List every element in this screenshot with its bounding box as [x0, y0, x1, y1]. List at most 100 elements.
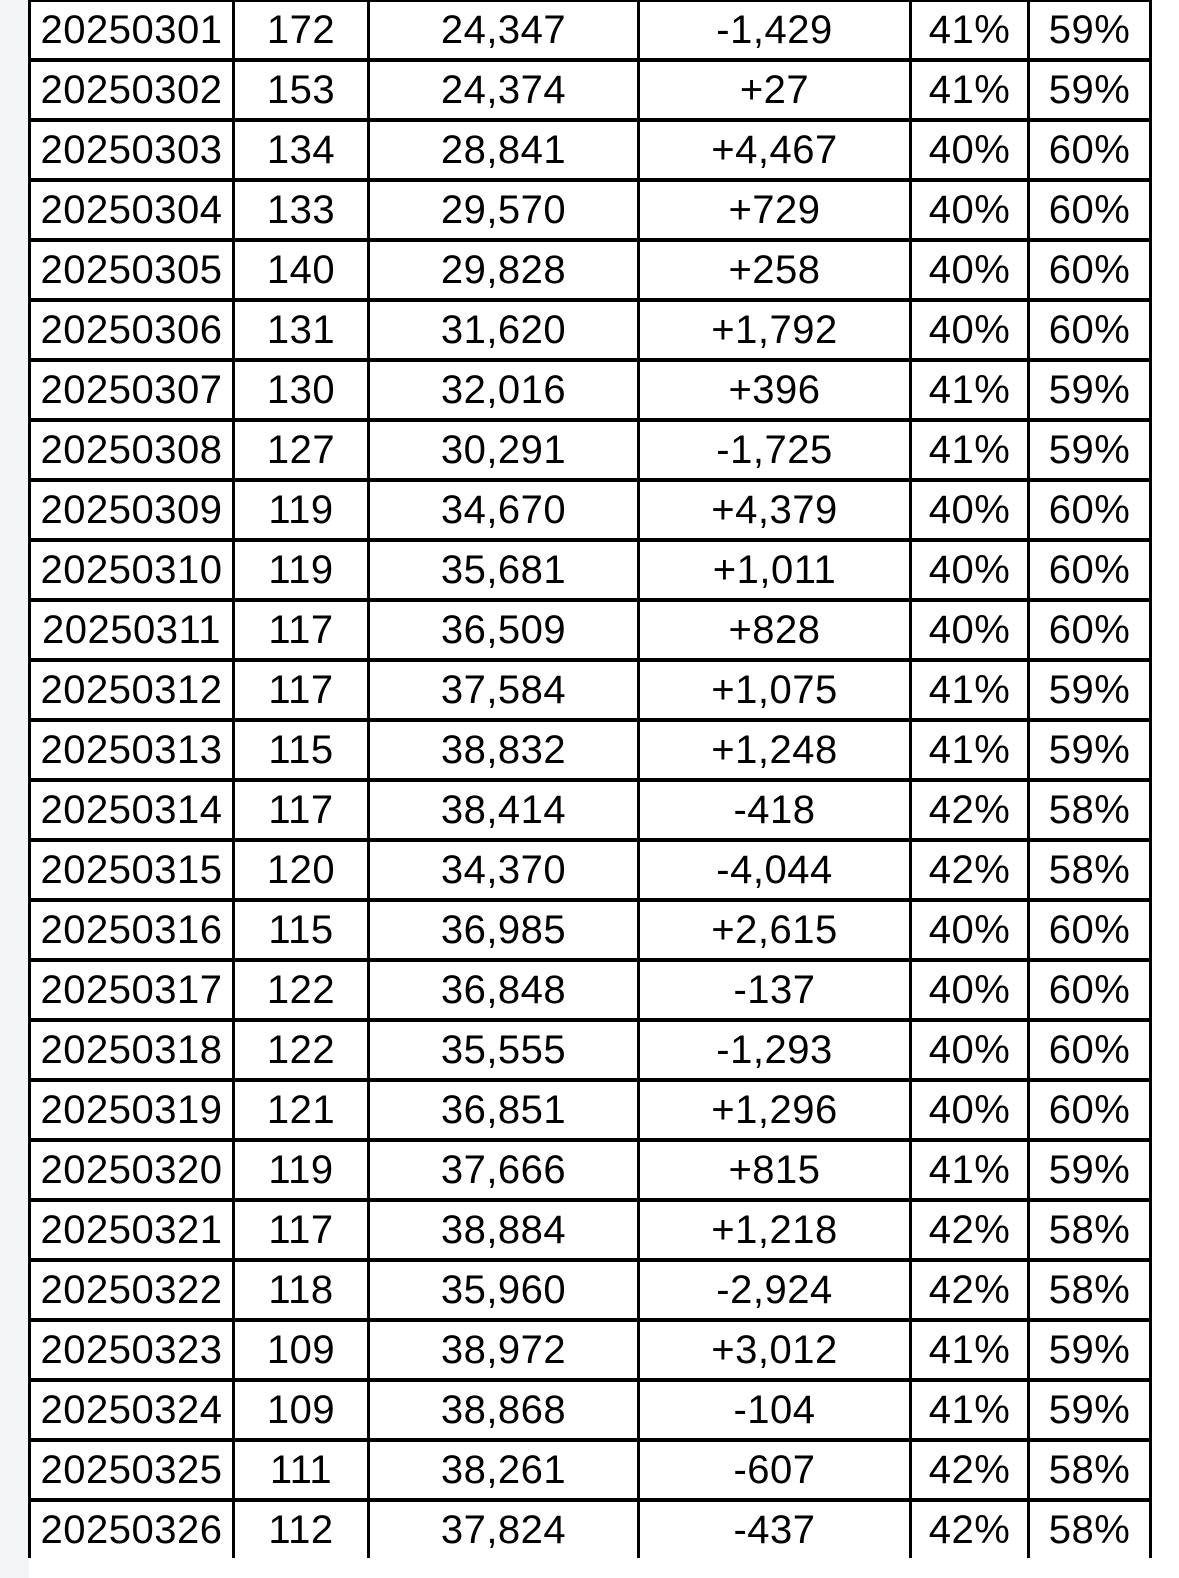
count-cell: 117: [232, 1198, 370, 1262]
date-cell: 20250324: [28, 1378, 235, 1442]
change-cell: +258: [637, 238, 912, 302]
pct-b-cell: 58%: [1027, 1438, 1152, 1502]
total-cell: 35,960: [367, 1258, 640, 1322]
pct-b-cell: 60%: [1027, 118, 1152, 182]
total-cell: 36,985: [367, 898, 640, 962]
pct-b-cell: 59%: [1027, 1318, 1152, 1382]
pct-b-cell: 60%: [1027, 178, 1152, 242]
table-row: 20250316 115 36,985 +2,615 40% 60%: [28, 898, 1152, 962]
change-cell: -1,293: [637, 1018, 912, 1082]
total-cell: 34,370: [367, 838, 640, 902]
count-cell: 109: [232, 1318, 370, 1382]
count-cell: 140: [232, 238, 370, 302]
pct-a-cell: 40%: [909, 178, 1030, 242]
change-cell: +828: [637, 598, 912, 662]
pct-a-cell: 41%: [909, 418, 1030, 482]
table-row: 20250301 172 24,347 -1,429 41% 59%: [28, 0, 1152, 62]
count-cell: 121: [232, 1078, 370, 1142]
pct-a-cell: 41%: [909, 1138, 1030, 1202]
pct-a-cell: 42%: [909, 1438, 1030, 1502]
pct-a-cell: 40%: [909, 1018, 1030, 1082]
pct-b-cell: 59%: [1027, 658, 1152, 722]
pct-a-cell: 41%: [909, 658, 1030, 722]
total-cell: 35,555: [367, 1018, 640, 1082]
total-cell: 24,374: [367, 58, 640, 122]
date-cell: 20250321: [28, 1198, 235, 1262]
table-row: 20250324 109 38,868 -104 41% 59%: [28, 1378, 1152, 1442]
pct-b-cell: 59%: [1027, 1138, 1152, 1202]
total-cell: 38,261: [367, 1438, 640, 1502]
change-cell: +2,615: [637, 898, 912, 962]
total-cell: 36,848: [367, 958, 640, 1022]
pct-b-cell: 60%: [1027, 898, 1152, 962]
table-row: 20250317 122 36,848 -137 40% 60%: [28, 958, 1152, 1022]
total-cell: 29,570: [367, 178, 640, 242]
date-cell: 20250313: [28, 718, 235, 782]
total-cell: 37,584: [367, 658, 640, 722]
pct-a-cell: 42%: [909, 1198, 1030, 1262]
pct-a-cell: 42%: [909, 1258, 1030, 1322]
pct-b-cell: 60%: [1027, 538, 1152, 602]
date-cell: 20250311: [28, 598, 235, 662]
total-cell: 34,670: [367, 478, 640, 542]
total-cell: 38,868: [367, 1378, 640, 1442]
table-row: 20250315 120 34,370 -4,044 42% 58%: [28, 838, 1152, 902]
change-cell: -137: [637, 958, 912, 1022]
table-row: 20250305 140 29,828 +258 40% 60%: [28, 238, 1152, 302]
count-cell: 122: [232, 958, 370, 1022]
date-cell: 20250312: [28, 658, 235, 722]
count-cell: 119: [232, 1138, 370, 1202]
table-row: 20250319 121 36,851 +1,296 40% 60%: [28, 1078, 1152, 1142]
change-cell: -2,924: [637, 1258, 912, 1322]
total-cell: 36,851: [367, 1078, 640, 1142]
total-cell: 30,291: [367, 418, 640, 482]
table-row: 20250310 119 35,681 +1,011 40% 60%: [28, 538, 1152, 602]
pct-b-cell: 60%: [1027, 298, 1152, 362]
total-cell: 36,509: [367, 598, 640, 662]
change-cell: -1,725: [637, 418, 912, 482]
count-cell: 111: [232, 1438, 370, 1502]
pct-a-cell: 40%: [909, 958, 1030, 1022]
table-row: 20250325 111 38,261 -607 42% 58%: [28, 1438, 1152, 1502]
pct-a-cell: 40%: [909, 598, 1030, 662]
date-cell: 20250307: [28, 358, 235, 422]
pct-a-cell: 42%: [909, 1498, 1030, 1558]
table-row: 20250309 119 34,670 +4,379 40% 60%: [28, 478, 1152, 542]
pct-a-cell: 40%: [909, 118, 1030, 182]
pct-a-cell: 41%: [909, 718, 1030, 782]
date-cell: 20250301: [28, 0, 235, 62]
daily-stats-table: 20250301 172 24,347 -1,429 41% 59% 20250302 153…: [28, 0, 1152, 1558]
table-row: 20250302 153 24,374 +27 41% 59%: [28, 58, 1152, 122]
date-cell: 20250316: [28, 898, 235, 962]
date-cell: 20250320: [28, 1138, 235, 1202]
change-cell: -437: [637, 1498, 912, 1558]
pct-a-cell: 41%: [909, 358, 1030, 422]
total-cell: 37,666: [367, 1138, 640, 1202]
date-cell: 20250305: [28, 238, 235, 302]
change-cell: -607: [637, 1438, 912, 1502]
total-cell: 24,347: [367, 0, 640, 62]
total-cell: 37,824: [367, 1498, 640, 1558]
count-cell: 134: [232, 118, 370, 182]
date-cell: 20250304: [28, 178, 235, 242]
total-cell: 38,414: [367, 778, 640, 842]
change-cell: +1,248: [637, 718, 912, 782]
table-row: 20250303 134 28,841 +4,467 40% 60%: [28, 118, 1152, 182]
count-cell: 133: [232, 178, 370, 242]
date-cell: 20250325: [28, 1438, 235, 1502]
pct-b-cell: 58%: [1027, 1198, 1152, 1262]
count-cell: 153: [232, 58, 370, 122]
table-body: 20250301 172 24,347 -1,429 41% 59% 20250302 153…: [28, 0, 1152, 1558]
pct-b-cell: 59%: [1027, 0, 1152, 62]
change-cell: +1,296: [637, 1078, 912, 1142]
total-cell: 35,681: [367, 538, 640, 602]
table-row: 20250323 109 38,972 +3,012 41% 59%: [28, 1318, 1152, 1382]
pct-a-cell: 40%: [909, 298, 1030, 362]
change-cell: +396: [637, 358, 912, 422]
table-row: 20250320 119 37,666 +815 41% 59%: [28, 1138, 1152, 1202]
count-cell: 119: [232, 478, 370, 542]
pct-b-cell: 60%: [1027, 1078, 1152, 1142]
table-row: 20250322 118 35,960 -2,924 42% 58%: [28, 1258, 1152, 1322]
table-row: 20250321 117 38,884 +1,218 42% 58%: [28, 1198, 1152, 1262]
count-cell: 118: [232, 1258, 370, 1322]
